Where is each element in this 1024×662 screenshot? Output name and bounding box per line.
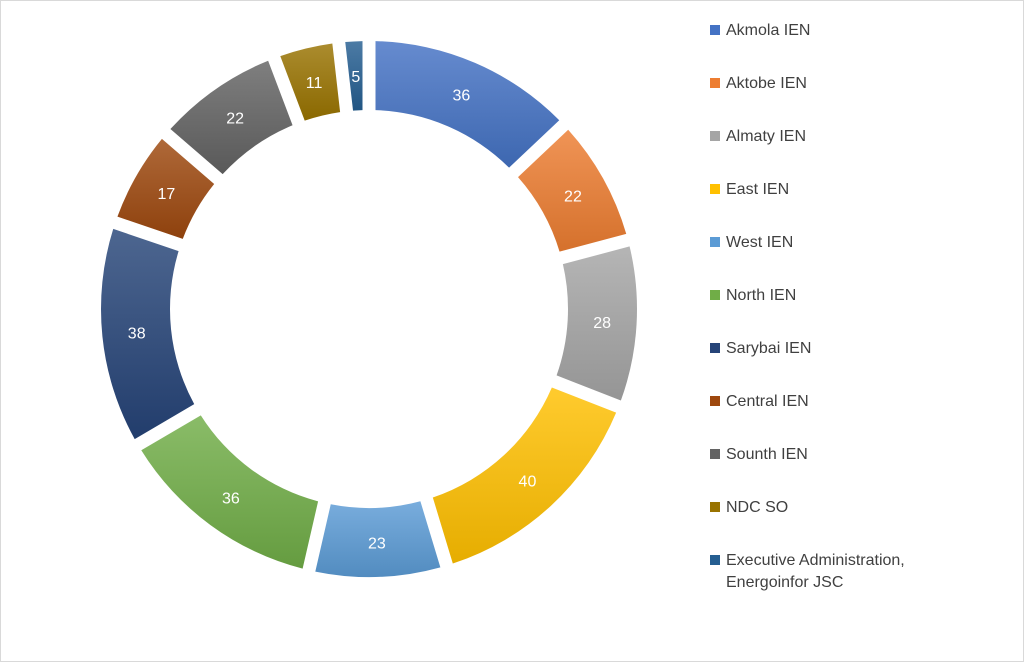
- legend-swatch: [710, 343, 720, 353]
- legend-label: Sarybai IEN: [726, 340, 812, 357]
- legend-swatch: [710, 449, 720, 459]
- data-label: 22: [226, 111, 244, 128]
- legend-item: NDC SO: [710, 497, 966, 519]
- legend-label: North IEN: [726, 287, 797, 304]
- legend-item: Aktobe IEN: [710, 73, 966, 95]
- legend-swatch: [710, 396, 720, 406]
- legend-label: East IEN: [726, 181, 790, 198]
- slice-sarybai-ien: [100, 228, 195, 440]
- legend-label: Aktobe IEN: [726, 75, 807, 92]
- legend-label: Central IEN: [726, 393, 809, 410]
- slice-akmola-ien: [375, 41, 560, 168]
- slice-ndc-so: [280, 43, 341, 121]
- legend-label: Almaty IEN: [726, 128, 807, 145]
- legend-item: East IEN: [710, 179, 966, 201]
- legend-swatch: [710, 290, 720, 300]
- legend-item: Sounth IEN: [710, 444, 966, 466]
- legend-swatch: [710, 237, 720, 247]
- slice-east-ien: [432, 387, 617, 564]
- legend-label: Sounth IEN: [726, 446, 808, 463]
- legend-item: North IEN: [710, 285, 966, 307]
- data-label: 22: [564, 188, 582, 205]
- legend-label: Akmola IEN: [726, 22, 811, 39]
- legend-item: Executive Administration, Energoinfor JS…: [710, 550, 966, 594]
- slice-north-ien: [141, 415, 319, 569]
- data-label: 23: [368, 535, 386, 552]
- legend-item: Sarybai IEN: [710, 338, 966, 360]
- slice-executive-administration-energoinfor-jsc: [345, 41, 363, 111]
- legend-swatch: [710, 25, 720, 35]
- legend-item: Central IEN: [710, 391, 966, 413]
- legend-item: Almaty IEN: [710, 126, 966, 148]
- legend-swatch: [710, 502, 720, 512]
- data-label: 38: [128, 326, 146, 343]
- data-label: 5: [351, 69, 360, 86]
- legend-label: West IEN: [726, 234, 794, 251]
- legend-swatch: [710, 555, 720, 565]
- legend-label: NDC SO: [726, 499, 789, 516]
- data-label: 40: [519, 474, 537, 491]
- legend-label: Executive Administration, Energoinfor JS…: [726, 552, 905, 591]
- slice-almaty-ien: [556, 246, 637, 401]
- slice-sounth-ien: [170, 60, 293, 175]
- data-label: 11: [306, 75, 323, 92]
- legend-item: Akmola IEN: [710, 20, 966, 42]
- data-label: 36: [222, 490, 240, 507]
- slice-west-ien: [315, 501, 441, 577]
- data-label: 36: [452, 88, 470, 105]
- legend-item: West IEN: [710, 232, 966, 254]
- data-label: 28: [593, 315, 611, 332]
- legend-swatch: [710, 184, 720, 194]
- slice-aktobe-ien: [518, 129, 627, 252]
- legend-swatch: [710, 78, 720, 88]
- legend-swatch: [710, 131, 720, 141]
- slice-central-ien: [117, 138, 215, 239]
- data-label: 17: [157, 186, 175, 203]
